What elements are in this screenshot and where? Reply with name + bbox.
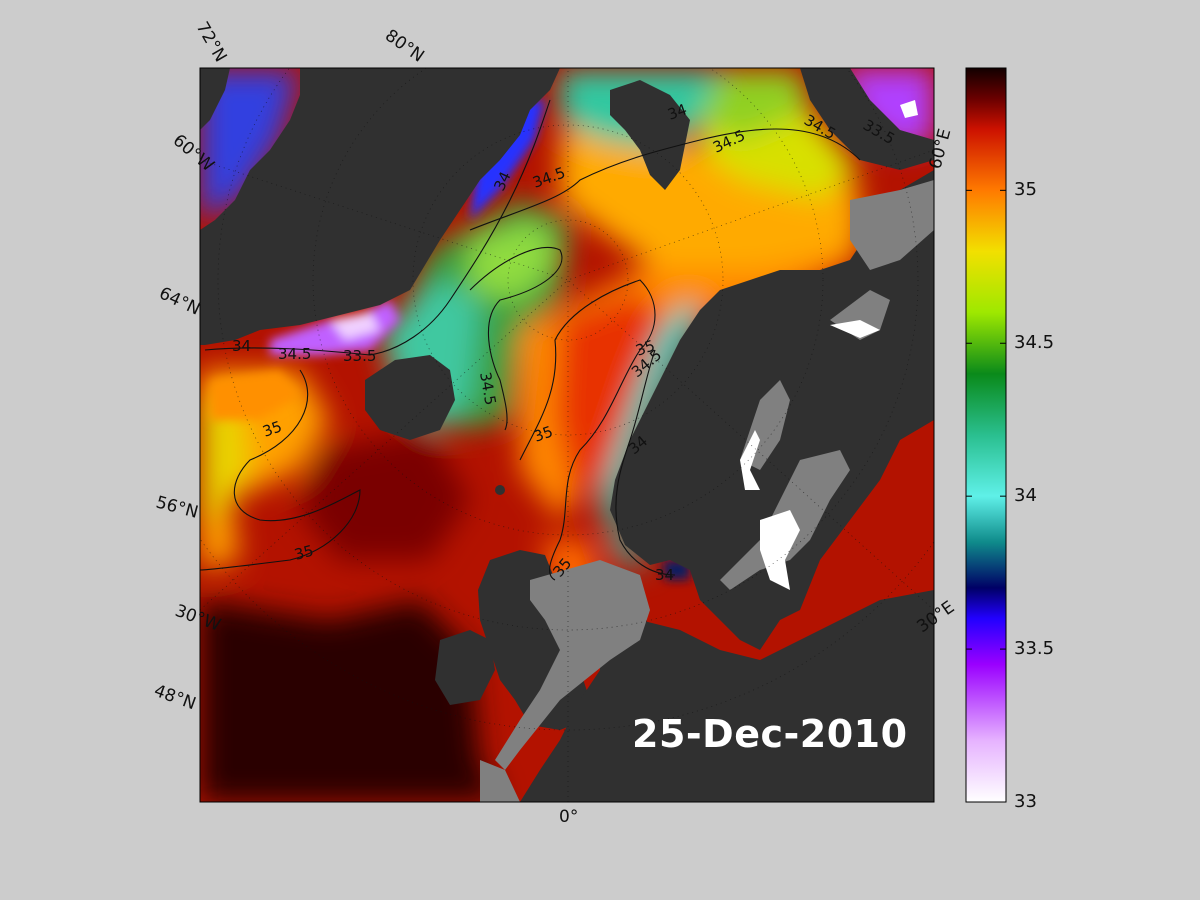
contour-345-east (469, 128, 861, 231)
land-greenland (200, 68, 560, 345)
date-label: 25-Dec-2010 (632, 712, 908, 756)
colorbar-tick-label: 33.5 (1014, 638, 1055, 660)
ice-kara (900, 100, 918, 118)
field-baffin-purple (200, 70, 300, 220)
field-high-southwest (200, 600, 500, 802)
field-dark-core (300, 430, 470, 560)
contour-label: 35 (633, 336, 657, 359)
lat-label-56n: 56°N (154, 493, 201, 523)
graticule-lat-80 (507, 219, 629, 341)
land-canada (200, 68, 230, 130)
lon-label-0: 0° (559, 807, 578, 827)
colorbar-fill (966, 68, 1006, 802)
ice-white-sea (830, 320, 880, 338)
nodata-north-sea (495, 560, 650, 770)
detail-baffin-blue (470, 100, 545, 220)
colorbar (965, 67, 1007, 803)
graticule-lat-56 (217, 68, 919, 631)
detail-orange-irminger (210, 370, 300, 420)
contour-label: 34.5 (278, 345, 311, 363)
land-svalbard (610, 80, 690, 190)
field-iceland-sea-light (470, 220, 560, 300)
contour-35-norwegian (519, 279, 656, 581)
land-faroe (495, 485, 505, 495)
nodata-barents-coast (850, 180, 934, 270)
contour-label: 34.5 (476, 371, 500, 407)
contour-35-irminger (200, 369, 361, 571)
colorbar-tick-label: 34.5 (1014, 332, 1055, 354)
ice (740, 100, 918, 590)
contour-label: 34 (665, 100, 689, 123)
colorbar-frame (965, 67, 1007, 803)
colorbar-tick-label: 35 (1014, 179, 1037, 201)
ice-baltic (760, 510, 800, 590)
contour-label: 35 (260, 417, 284, 440)
salinity-field (200, 68, 934, 802)
field-kara-purple (840, 68, 934, 150)
lat-label-64n: 64°N (156, 283, 203, 319)
graticule-lat-64 (312, 68, 824, 536)
lat-label-48n: 48°N (151, 681, 198, 714)
colorbar-tick-label: 33 (1014, 791, 1037, 812)
contour-label: 35 (531, 422, 555, 445)
contour-345-iceland (469, 246, 563, 431)
contour-label: 33.5 (343, 347, 376, 365)
graticule (200, 68, 934, 802)
contour-label: 34 (232, 337, 251, 355)
land-iceland (365, 355, 455, 440)
colorbar-tick-label: 34 (1014, 485, 1037, 507)
graticule-lon-30e (567, 279, 934, 611)
contour-34-coast (615, 349, 676, 576)
lat-label-80n: 80°N (381, 26, 428, 67)
map-frame (199, 67, 935, 803)
nodata-bay-of-biscay (480, 760, 520, 802)
field-norwegian-red (555, 290, 670, 500)
field-north-green (700, 70, 810, 140)
map-panel (200, 68, 934, 802)
lat-label-72n: 72°N (192, 19, 231, 66)
ice-bothnia (740, 430, 760, 490)
land-novaya-zemlya (800, 68, 934, 170)
contour-label: 35 (292, 542, 315, 564)
salinity-details (210, 100, 690, 580)
contour-greenland-shelf (204, 99, 551, 356)
field-irminger-yellow (200, 400, 250, 520)
no-data (480, 180, 934, 802)
colorbar-ticks (966, 189, 1006, 803)
graticule-lat-72 (412, 124, 724, 436)
contours (200, 99, 861, 581)
contour-label: 34 (655, 566, 674, 584)
land-ireland (435, 630, 495, 705)
detail-greenland-white (330, 312, 380, 340)
